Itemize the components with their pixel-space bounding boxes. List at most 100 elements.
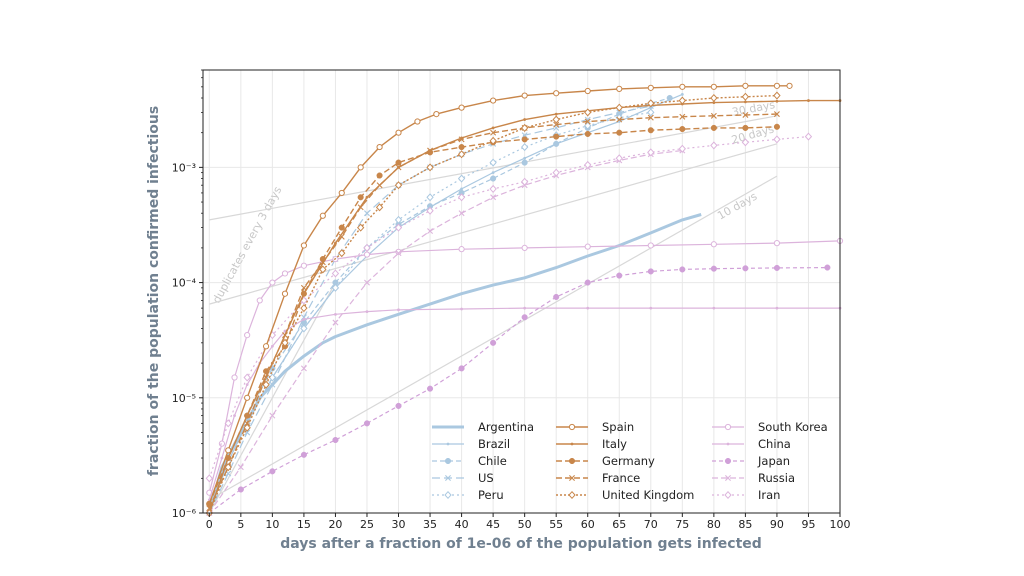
data-point — [647, 268, 654, 275]
legend-item: South Korea — [712, 420, 828, 434]
data-point — [773, 135, 781, 144]
data-point — [457, 193, 466, 202]
data-point — [489, 184, 497, 193]
data-point — [300, 262, 308, 269]
data-point — [363, 251, 371, 258]
data-point — [710, 124, 717, 131]
data-point — [300, 365, 307, 372]
data-point — [357, 204, 364, 211]
data-point — [724, 490, 732, 500]
data-point — [553, 133, 560, 140]
data-point — [773, 123, 780, 130]
data-point — [338, 189, 345, 197]
data-point — [647, 108, 655, 117]
data-point — [224, 463, 232, 472]
data-point — [357, 194, 364, 201]
y-tick-label: 10⁻⁴ — [172, 277, 197, 290]
data-point — [334, 312, 337, 316]
data-point — [616, 129, 623, 136]
data-point — [616, 272, 623, 279]
data-point — [281, 270, 289, 277]
legend-label: Spain — [602, 420, 634, 434]
data-point — [397, 308, 400, 312]
x-tick-label: 15 — [297, 518, 311, 531]
data-point — [490, 97, 497, 104]
data-point-stroke — [376, 182, 383, 189]
data-point — [742, 82, 749, 89]
data-point — [773, 91, 781, 100]
x-tick-label: 0 — [206, 518, 213, 531]
series-line — [208, 113, 777, 509]
reference-line — [208, 282, 336, 514]
data-point — [243, 373, 251, 382]
data-point — [433, 110, 440, 118]
data-point — [426, 206, 434, 215]
data-point — [521, 314, 528, 321]
data-point — [520, 177, 529, 186]
data-point — [225, 454, 232, 462]
legend-label: Germany — [602, 454, 655, 468]
data-point — [679, 113, 686, 120]
data-point — [742, 111, 749, 118]
data-point — [743, 100, 747, 104]
data-point — [269, 468, 276, 475]
data-point — [786, 82, 793, 89]
data-point — [584, 243, 591, 250]
data-point — [300, 451, 307, 458]
data-point — [490, 175, 497, 182]
y-axis-title: fraction of the population confirmed inf… — [146, 106, 162, 476]
data-point — [710, 265, 717, 272]
data-point — [395, 402, 402, 409]
legend-label: China — [758, 437, 791, 451]
legend-item: Iran — [712, 488, 780, 502]
data-point — [523, 118, 527, 121]
data-point — [357, 164, 364, 171]
data-point — [824, 264, 831, 271]
legend-label: United Kingdom — [602, 488, 694, 502]
data-point — [521, 159, 528, 166]
data-point — [262, 380, 270, 389]
data-point — [319, 265, 327, 274]
legend-item: United Kingdom — [556, 488, 694, 502]
data-point — [741, 92, 750, 101]
data-point-stroke — [237, 464, 244, 471]
data-point-stroke — [616, 109, 623, 116]
data-point-stroke — [427, 228, 434, 235]
data-point — [332, 436, 339, 444]
data-point — [807, 99, 810, 102]
data-point — [616, 109, 623, 116]
data-point — [319, 212, 326, 219]
reference-line — [209, 115, 778, 221]
series-south-korea — [206, 237, 844, 496]
data-point — [356, 223, 365, 232]
data-point-stroke — [282, 332, 288, 339]
data-point-stroke — [206, 505, 213, 512]
data-point — [725, 475, 731, 481]
data-point-stroke — [363, 210, 370, 217]
data-point-stroke — [244, 429, 251, 436]
data-point — [376, 143, 383, 151]
series-line — [208, 149, 683, 514]
data-point — [458, 246, 465, 253]
data-point — [205, 474, 213, 483]
data-point — [458, 365, 465, 372]
series-china — [207, 306, 842, 502]
legend-label: France — [602, 471, 640, 485]
x-tick-label: 20 — [328, 518, 342, 531]
data-point-stroke — [569, 475, 575, 481]
data-point-stroke — [269, 381, 276, 388]
data-point-stroke — [616, 116, 623, 123]
legend: Argentina Brazil Chile US Peru Spain Italy Germ… — [432, 420, 828, 502]
data-point — [615, 103, 623, 112]
data-point — [444, 457, 452, 465]
data-point — [458, 136, 465, 143]
data-point — [584, 130, 591, 137]
data-point — [395, 250, 402, 257]
data-point — [300, 284, 307, 291]
data-point — [584, 108, 592, 117]
x-tick-label: 100 — [830, 518, 851, 531]
data-point — [490, 339, 497, 346]
data-point — [569, 475, 575, 481]
data-point — [363, 279, 370, 286]
